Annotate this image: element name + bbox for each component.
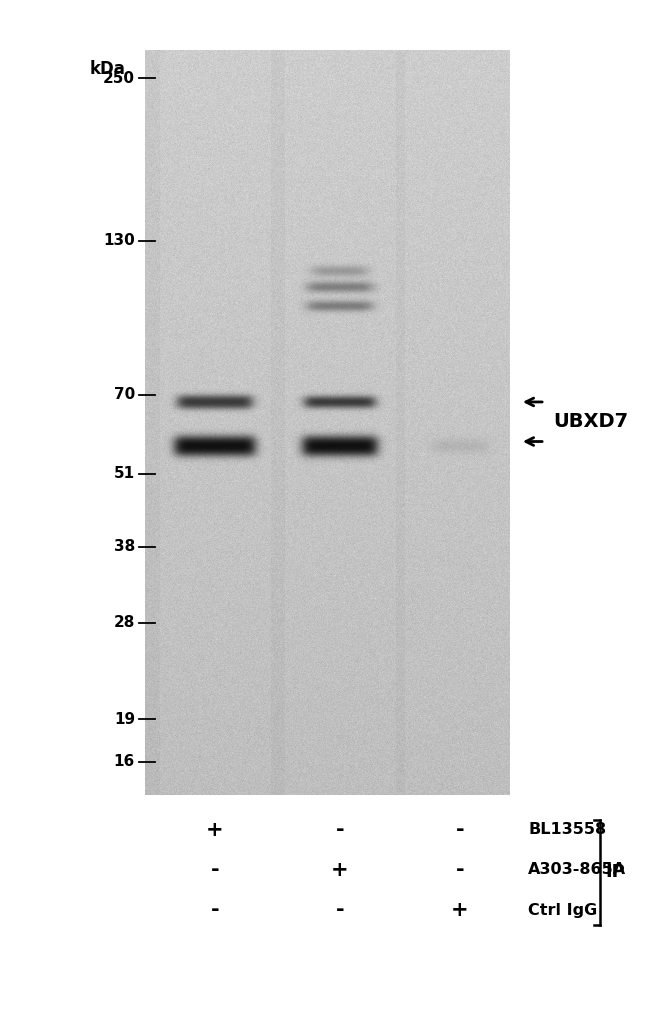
- Text: -: -: [211, 860, 219, 880]
- Text: 28: 28: [114, 615, 135, 630]
- Text: -: -: [335, 900, 345, 920]
- Text: 70: 70: [114, 387, 135, 402]
- Text: 19: 19: [114, 712, 135, 726]
- Text: 250: 250: [103, 70, 135, 86]
- Text: 130: 130: [103, 233, 135, 248]
- Text: BL13558: BL13558: [528, 822, 606, 838]
- Text: +: +: [451, 900, 469, 920]
- Text: kDa: kDa: [90, 60, 126, 79]
- Text: A303-865A: A303-865A: [528, 863, 626, 877]
- Text: Ctrl IgG: Ctrl IgG: [528, 903, 597, 917]
- Text: IP: IP: [605, 863, 625, 881]
- Text: UBXD7: UBXD7: [553, 412, 628, 431]
- Text: +: +: [206, 820, 224, 840]
- Text: -: -: [211, 900, 219, 920]
- Text: -: -: [335, 820, 345, 840]
- Text: +: +: [332, 860, 349, 880]
- Text: -: -: [456, 820, 464, 840]
- Text: 38: 38: [114, 539, 135, 554]
- Text: -: -: [456, 860, 464, 880]
- Text: 16: 16: [114, 754, 135, 770]
- Text: 51: 51: [114, 466, 135, 481]
